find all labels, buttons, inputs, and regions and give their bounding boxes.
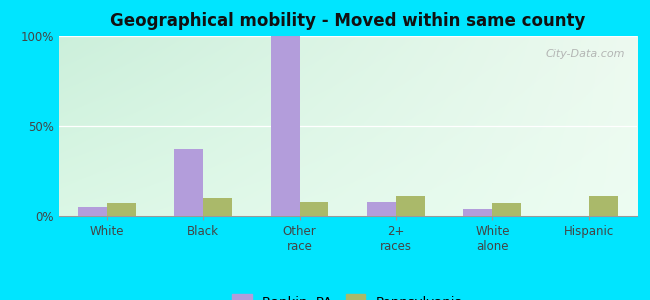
Text: City-Data.com: City-Data.com (546, 49, 625, 58)
Legend: Rankin, PA, Pennsylvania: Rankin, PA, Pennsylvania (227, 289, 469, 300)
Bar (589, 196, 617, 216)
Title: Geographical mobility - Moved within same county: Geographical mobility - Moved within sam… (110, 12, 586, 30)
Bar (203, 198, 232, 216)
Bar (270, 36, 300, 216)
Bar (300, 202, 328, 216)
Bar (396, 196, 425, 216)
Bar (463, 209, 493, 216)
Bar (367, 202, 396, 216)
Bar (174, 149, 203, 216)
Bar (107, 203, 136, 216)
Bar (493, 203, 521, 216)
Bar (78, 207, 107, 216)
